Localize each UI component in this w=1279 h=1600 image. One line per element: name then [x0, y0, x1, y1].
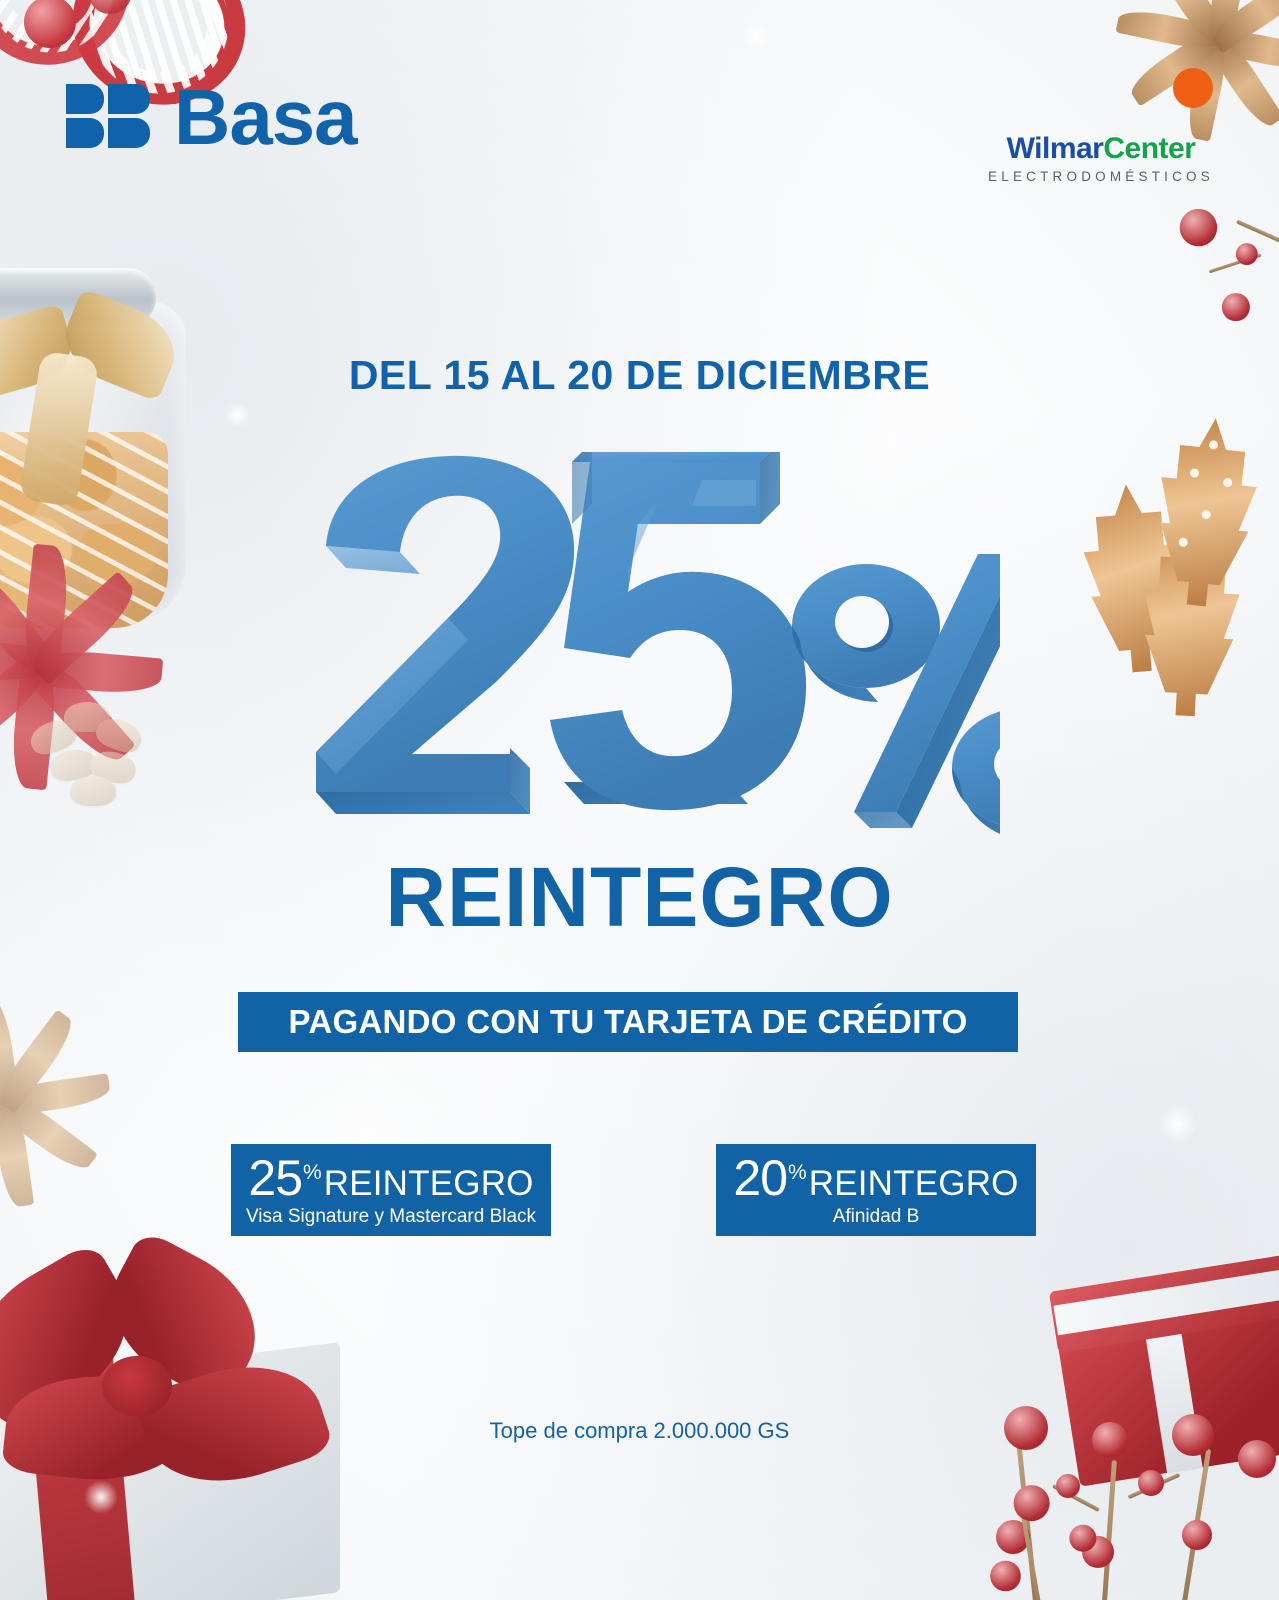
tier-headline: 25 % REINTEGRO: [248, 1153, 533, 1203]
red-bauble-secondary-icon: [88, 0, 132, 14]
red-gift-with-white-ribbon-icon: [1046, 1248, 1279, 1487]
bokeh-icon: [224, 402, 250, 428]
center-word: Center: [1103, 132, 1196, 165]
tier-percent-symbol: %: [788, 1160, 807, 1184]
wilmar-center-wc-icon: [967, 16, 1235, 134]
tier-headline: 20 % REINTEGRO: [733, 1153, 1018, 1203]
basa-logo[interactable]: Basa: [66, 73, 357, 161]
candy-cane-ring-secondary-icon: [0, 0, 152, 89]
wilmar-word: Wilmar: [1006, 132, 1104, 165]
bokeh-icon: [1158, 1104, 1198, 1144]
payment-method-bar: PAGANDO CON TU TARJETA DE CRÉDITO: [238, 992, 1018, 1052]
wilmar-tagline: ELECTRODOMÉSTICOS: [988, 169, 1214, 184]
bokeh-icon: [742, 22, 772, 52]
page-title: REINTEGRO: [385, 850, 894, 944]
wilmar-center-logo[interactable]: WilmarCenter ELECTRODOMÉSTICOS: [967, 16, 1235, 184]
payment-method-label: PAGANDO CON TU TARJETA DE CRÉDITO: [288, 1003, 968, 1040]
wilmar-center-wordmark: WilmarCenter: [967, 134, 1235, 164]
hero-percent-graphic: [0, 452, 1279, 842]
tier-percent-symbol: %: [303, 1160, 322, 1184]
tier-badge-group: 25 % REINTEGRO Visa Signature y Masterca…: [0, 1144, 1279, 1240]
promo-date-range: DEL 15 AL 20 DE DICIEMBRE: [348, 352, 931, 398]
tier-percent-value: 25: [248, 1149, 303, 1206]
tier-cards: Afinidad B: [832, 1205, 920, 1227]
red-berry-branch-bottom-icon: [983, 1482, 1253, 1600]
basa-wordmark: Basa: [174, 73, 357, 161]
basa-double-b-icon: [66, 84, 152, 150]
bokeh-icon: [84, 1480, 118, 1514]
tier-cards: Visa Signature y Mastercard Black: [245, 1205, 537, 1227]
tier-badge[interactable]: 20 % REINTEGRO Afinidad B: [716, 1144, 1036, 1236]
tier-badge[interactable]: 25 % REINTEGRO Visa Signature y Masterca…: [231, 1144, 551, 1236]
tier-percent-value: 20: [733, 1149, 788, 1206]
purchase-cap-note: Tope de compra 2.000.000 GS: [489, 1418, 790, 1443]
tier-label: REINTEGRO: [323, 1163, 534, 1203]
tier-label: REINTEGRO: [808, 1163, 1019, 1203]
red-bauble-icon: [24, 0, 76, 48]
